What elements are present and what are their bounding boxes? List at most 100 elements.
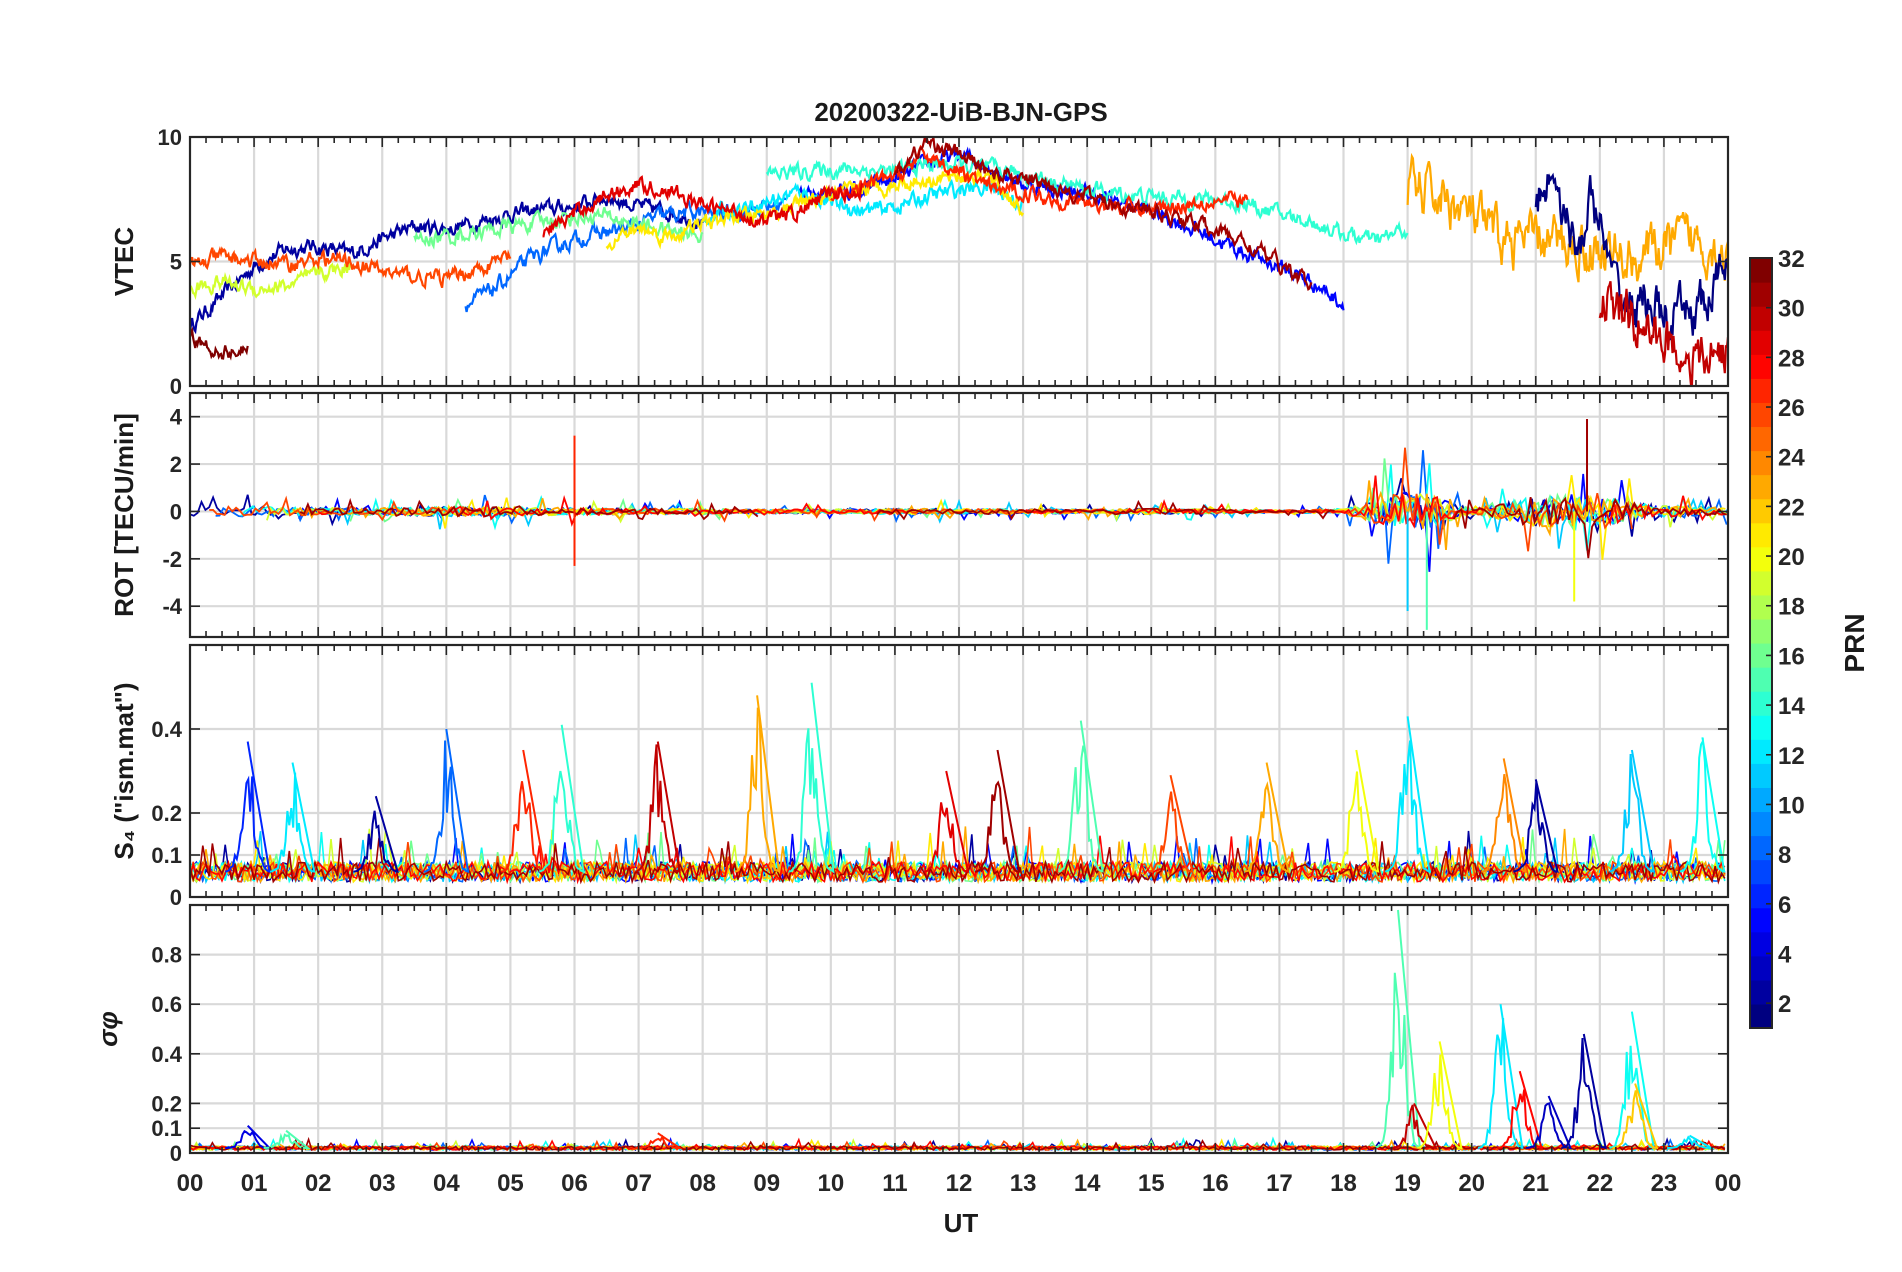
s4-peak-prn-26 — [1147, 774, 1194, 873]
colorbar-segment — [1750, 883, 1772, 909]
colorbar-segment — [1750, 763, 1772, 788]
x-tick-label: 01 — [241, 1170, 268, 1197]
colorbar-tick-label: 32 — [1778, 246, 1805, 273]
colorbar-segment — [1750, 811, 1772, 837]
colorbar-segment — [1750, 979, 1772, 1005]
x-tick-label: 17 — [1266, 1170, 1293, 1197]
y-tick-label: 0.1 — [151, 843, 182, 868]
s4-peak-prn-31 — [974, 749, 1021, 873]
x-tick-label: 22 — [1586, 1170, 1613, 1197]
s4-baseline-prn-26 — [190, 826, 1726, 885]
colorbar-tick-label: 22 — [1778, 494, 1805, 521]
x-tick-label: 10 — [817, 1170, 844, 1197]
colorbar-segment — [1750, 667, 1772, 692]
s4-peak-prn-2 — [1513, 779, 1559, 873]
colorbar-tick-label: 12 — [1778, 743, 1805, 770]
vtec-line-prn-2 — [190, 191, 704, 335]
colorbar-segment — [1750, 715, 1772, 740]
panel-s4-data — [190, 682, 1726, 886]
s4-baseline-prn-31 — [190, 837, 1726, 885]
colorbar-segment — [1750, 378, 1772, 403]
s4-peak-prn-30 — [635, 741, 681, 873]
s4-peak-prn-24 — [1481, 758, 1527, 874]
y-tick-label: 0 — [170, 374, 182, 399]
panel-rot-data — [190, 419, 1728, 630]
sigma_phi-peak-prn-22 — [1612, 1083, 1659, 1150]
x-tick-label: 00 — [1715, 1170, 1742, 1197]
s4-peak-prn-8 — [423, 728, 470, 873]
y-tick-label: 0.1 — [151, 1116, 182, 1141]
y-tick-label: 0 — [170, 499, 182, 524]
chart-title: 20200322-UiB-BJN-GPS — [814, 97, 1107, 127]
panel-rot: -4 -2 0 2 4 ROT [TECU/min] — [109, 391, 1730, 639]
colorbar-segment — [1750, 354, 1772, 379]
panel-sigma_phi: 00.10.2 0.4 0.6 0.8 σφ — [93, 903, 1730, 1166]
colorbar-tick-label: 14 — [1778, 693, 1805, 720]
sigma_phi-peak-prn-30 — [1391, 1102, 1438, 1150]
rot-line-prn-31 — [1452, 496, 1728, 559]
colorbar-tick-label: 6 — [1778, 892, 1791, 919]
colorbar-segment — [1750, 306, 1772, 331]
s4-peak-prn-2 — [353, 795, 400, 873]
panel-vtec: 0 5 10 VTEC — [109, 125, 1730, 399]
y-tick-label: 0.6 — [151, 992, 182, 1017]
colorbar-label: PRN — [1839, 613, 1870, 672]
colorbar-segment — [1750, 618, 1772, 644]
x-tick-label: 23 — [1651, 1170, 1678, 1197]
x-axis-label: UT — [944, 1208, 979, 1238]
vtec-line-prn-31 — [893, 137, 1313, 291]
sigma_phi-peak-prn-12 — [1667, 1134, 1716, 1149]
vtec-line-prn-14 — [765, 154, 1409, 246]
y-tick-label: 2 — [170, 452, 182, 477]
s4-peak-prn-6 — [224, 741, 271, 874]
y-tick-label: 0.4 — [151, 717, 182, 742]
x-tick-label: 06 — [561, 1170, 588, 1197]
colorbar-segment — [1750, 907, 1772, 933]
colorbar-tick-label: 26 — [1778, 395, 1805, 422]
x-tick-label: 18 — [1330, 1170, 1357, 1197]
colorbar-segment — [1750, 691, 1772, 716]
x-tick-label: 00 — [177, 1170, 204, 1197]
y-tick-label: 0.8 — [151, 943, 182, 968]
vtec-line-prn-27 — [830, 144, 1249, 218]
x-tick-label: 08 — [689, 1170, 716, 1197]
colorbar-segment — [1750, 739, 1772, 764]
s4-peak-prn-27 — [500, 749, 547, 874]
vtec-line-prn-30 — [1598, 281, 1728, 386]
s4-peak-prn-12 — [1384, 716, 1431, 873]
rot-line-prn-31 — [299, 497, 759, 521]
x-tick-label: 11 — [882, 1170, 907, 1197]
s4-peak-prn-15 — [1058, 720, 1104, 873]
x-tick-label: 07 — [625, 1170, 652, 1197]
x-tick-label: 21 — [1522, 1170, 1549, 1197]
y-tick-label: 0 — [170, 1141, 182, 1166]
colorbar-tick-label: 4 — [1778, 941, 1792, 968]
x-tick-label: 15 — [1138, 1170, 1165, 1197]
colorbar-tick-label: 2 — [1778, 991, 1791, 1018]
y-tick-label: -2 — [162, 547, 182, 572]
x-tick-label: 12 — [946, 1170, 973, 1197]
y-tick-label: 0.4 — [151, 1042, 182, 1067]
colorbar-segment — [1750, 282, 1772, 307]
y-tick-label: 0.2 — [151, 801, 182, 826]
x-tick-label: 20 — [1458, 1170, 1485, 1197]
rot-line-prn-31 — [876, 499, 1335, 521]
colorbar-segment — [1750, 522, 1772, 548]
s4-peak-prn-11 — [1609, 749, 1655, 873]
colorbar-segment — [1750, 402, 1772, 428]
colorbar-tick-label: 24 — [1778, 445, 1805, 472]
panel-s4-ylabel: S₄ ("ism.mat") — [109, 682, 139, 859]
sigma_phi-peak-prn-15 — [1375, 909, 1421, 1150]
rot-line-prn-28 — [1601, 495, 1726, 527]
colorbar-segment — [1750, 955, 1772, 981]
x-tick-labels: 00 01 02 03 04 05 06 07 08 09 10 11 12 13 14 15 16 17 18 19… — [177, 1170, 1742, 1197]
sigma_phi-peak-prn-12 — [1477, 1004, 1524, 1150]
x-tick-label: 14 — [1074, 1170, 1101, 1197]
colorbar-tick-label: 20 — [1778, 544, 1805, 571]
x-tick-label: 05 — [497, 1170, 524, 1197]
colorbar-segment — [1750, 931, 1772, 957]
colorbar-segment — [1750, 594, 1772, 620]
panel-sigma_phi-ylabel: σφ — [93, 1011, 123, 1047]
